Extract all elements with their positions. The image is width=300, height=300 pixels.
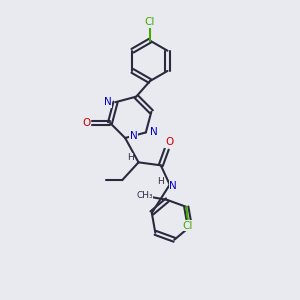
Text: N: N: [130, 131, 137, 142]
Text: Cl: Cl: [145, 17, 155, 27]
Text: H: H: [127, 153, 134, 162]
Text: Cl: Cl: [183, 221, 193, 231]
Text: N: N: [103, 97, 111, 107]
Text: H: H: [157, 177, 164, 186]
Text: O: O: [165, 137, 173, 147]
Text: N: N: [169, 181, 177, 191]
Text: O: O: [82, 118, 90, 128]
Text: N: N: [150, 128, 158, 137]
Text: CH₃: CH₃: [136, 191, 153, 200]
